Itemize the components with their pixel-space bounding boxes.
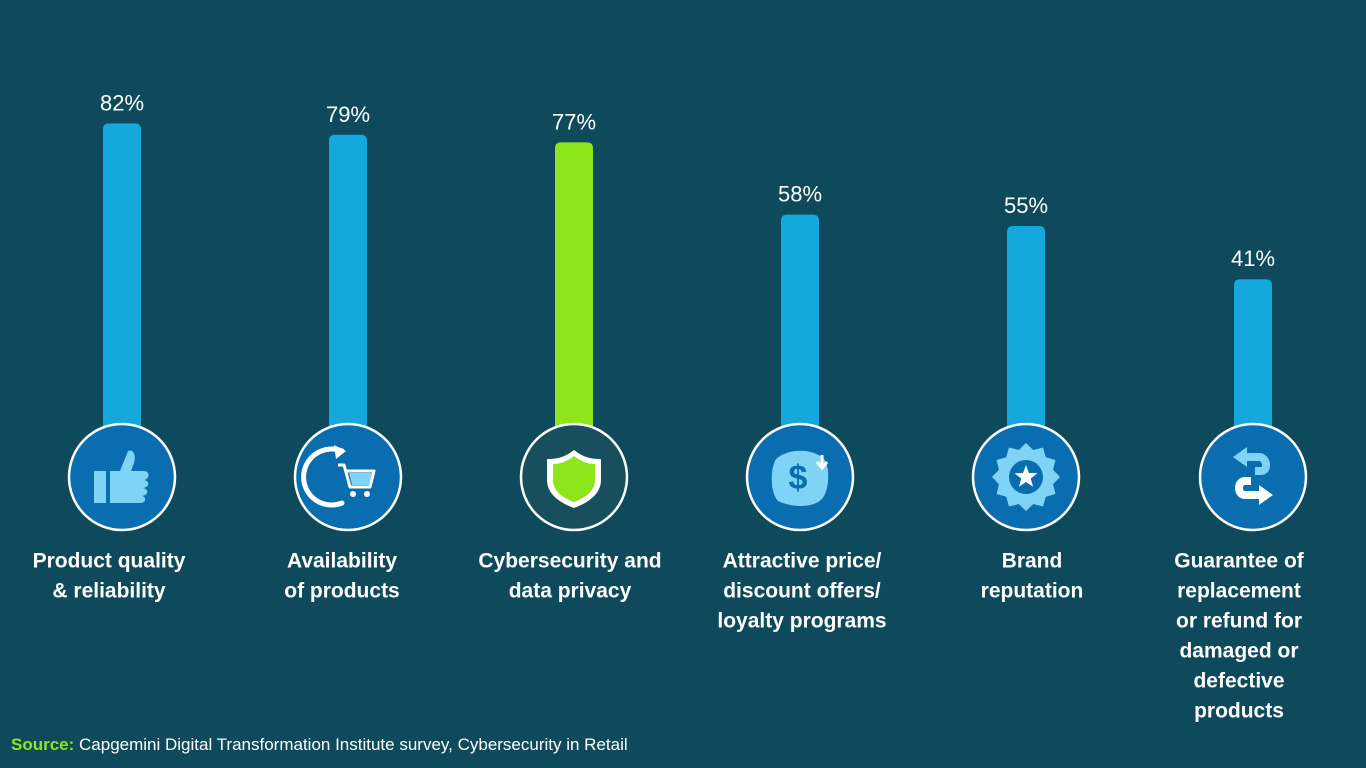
- category-label: Product quality & reliability: [33, 550, 186, 603]
- value-label: 58%: [778, 182, 822, 207]
- bar: [1007, 226, 1045, 435]
- category-label-line: & reliability: [52, 580, 166, 603]
- category-label-line: replacement: [1177, 580, 1301, 603]
- value-label: 55%: [1004, 193, 1048, 218]
- category-label-line: reputation: [981, 580, 1084, 603]
- value-label: 82%: [100, 90, 144, 115]
- category-label-line: discount offers/: [723, 580, 881, 603]
- bar: [781, 214, 819, 435]
- thumbs-up-icon: [94, 450, 149, 503]
- category-label-line: Guarantee of: [1174, 550, 1305, 573]
- star-badge-icon: [992, 443, 1060, 511]
- bar: [1234, 279, 1272, 435]
- shield-icon: [547, 450, 601, 508]
- bar: [555, 142, 593, 435]
- category-label-line: or refund for: [1176, 610, 1302, 633]
- bar: [103, 123, 141, 436]
- svg-text:$: $: [789, 459, 808, 497]
- category-label: Brand reputation: [981, 550, 1084, 603]
- value-label: 77%: [552, 109, 596, 134]
- category-label-line: Product quality: [33, 550, 186, 573]
- category-label: Attractive price/discount offers/loyalty…: [717, 550, 886, 633]
- category-label-line: Availability: [287, 550, 397, 573]
- source-label: Source:: [11, 735, 75, 754]
- source-note: Source: Capgemini Digital Transformation…: [11, 735, 628, 755]
- value-label: 41%: [1231, 246, 1275, 271]
- category-label-line: Brand: [1002, 550, 1063, 573]
- category-label-line: Cybersecurity and: [478, 550, 661, 573]
- category-label-line: of products: [284, 580, 400, 603]
- icon-circle: [1198, 422, 1308, 532]
- category-label-line: loyalty programs: [717, 610, 886, 633]
- category-label-line: Attractive price/: [723, 550, 882, 573]
- source-text: Capgemini Digital Transformation Institu…: [74, 735, 628, 754]
- exchange-arrows-icon: [1233, 447, 1273, 505]
- bar: [329, 134, 367, 436]
- category-label: Guarantee of replacement or refund for dama…: [1174, 550, 1305, 723]
- category-label-line: data privacy: [509, 580, 632, 603]
- shopping-cart-refresh-icon: [301, 445, 376, 508]
- category-label: Cybersecurity and data privacy: [478, 550, 661, 603]
- category-label-line: defective: [1193, 670, 1284, 693]
- dollar-discount-icon: $: [771, 450, 829, 506]
- category-label-line: products: [1194, 700, 1284, 723]
- category-label-line: damaged or: [1179, 640, 1298, 663]
- category-label: Availability of products: [284, 550, 400, 603]
- value-label: 79%: [326, 102, 370, 127]
